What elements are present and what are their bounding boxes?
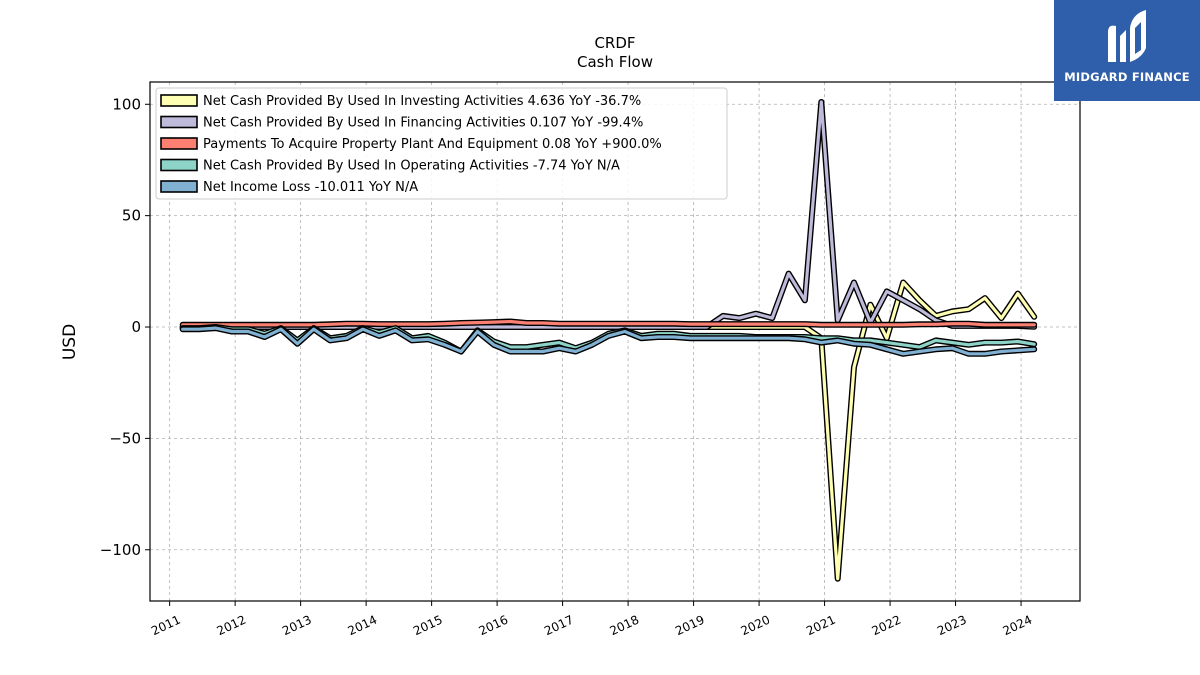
legend-box	[155, 87, 728, 200]
logo-text: MIDGARD FINANCE	[1064, 70, 1190, 84]
x-tick-label: 2016	[477, 613, 511, 639]
legend-label: Net Income Loss -10.011 YoY N/A	[203, 180, 418, 195]
x-tick-label: 2024	[1001, 613, 1035, 639]
x-tick-label: 2014	[346, 613, 380, 639]
series-line-2	[181, 319, 1036, 327]
legend: Net Cash Provided By Used In Investing A…	[155, 87, 728, 200]
y-tick-label: −100	[100, 541, 141, 559]
y-tick-label: 50	[122, 207, 141, 225]
x-tick-label: 2020	[739, 613, 773, 639]
legend-label: Net Cash Provided By Used In Financing A…	[203, 116, 643, 131]
legend-swatch	[160, 94, 198, 107]
legend-swatch	[160, 115, 198, 129]
y-tick-label: −50	[109, 429, 141, 447]
x-tick-label: 2015	[411, 613, 445, 639]
x-tick-label: 2012	[215, 613, 249, 639]
x-tick-label: 2011	[149, 613, 183, 639]
legend-label: Net Cash Provided By Used In Operating A…	[203, 159, 620, 174]
chart-subtitle: Cash Flow	[577, 53, 653, 71]
legend-label: Net Cash Provided By Used In Investing A…	[203, 94, 641, 109]
x-tick-label: 2022	[870, 613, 904, 639]
plot-frame	[149, 81, 1081, 602]
series-layer	[179, 99, 1038, 582]
legend-label: Payments To Acquire Property Plant And E…	[203, 137, 662, 152]
x-tick-label: 2021	[804, 613, 838, 639]
y-axis-label: USD	[60, 324, 80, 360]
legend-swatch	[160, 180, 198, 193]
chart-title: CRDF	[594, 34, 635, 52]
y-tick-label: 100	[112, 95, 141, 113]
x-tick-label: 2013	[280, 613, 314, 639]
legend-swatch	[160, 158, 198, 172]
x-tick-label: 2023	[935, 613, 969, 639]
midgard-finance-logo: MIDGARD FINANCE	[1054, 0, 1200, 101]
x-tick-label: 2017	[542, 613, 576, 639]
x-tick-label: 2019	[673, 613, 707, 639]
y-tick-label: 0	[131, 318, 141, 336]
x-tick-label: 2018	[608, 613, 642, 639]
logo-mark-icon	[1108, 10, 1146, 63]
series-line-4	[181, 326, 1036, 356]
legend-swatch	[160, 137, 198, 150]
